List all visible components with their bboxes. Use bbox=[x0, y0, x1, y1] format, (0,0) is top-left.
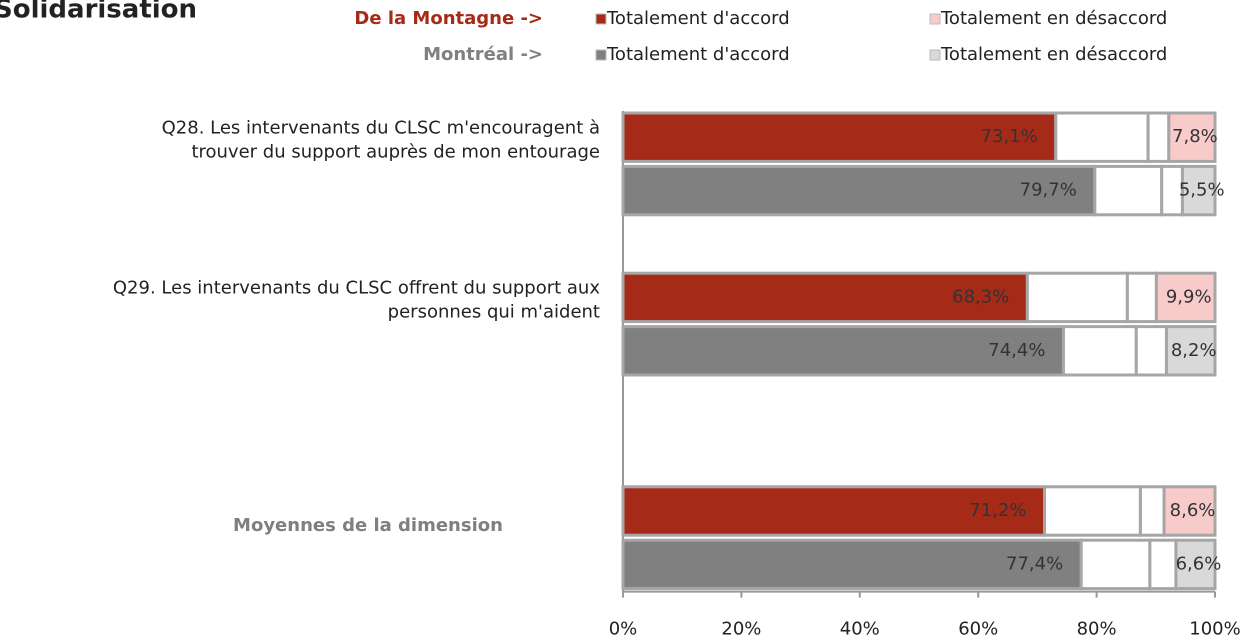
bar-segment bbox=[1079, 538, 1152, 591]
x-tick-label: 80% bbox=[1077, 619, 1117, 640]
category-label: Q28. Les intervenants du CLSC m'encourag… bbox=[162, 117, 600, 138]
x-tick-label: 20% bbox=[721, 619, 761, 640]
category-label: Moyennes de la dimension bbox=[233, 515, 503, 536]
legend-label: Totalement d'accord bbox=[606, 44, 790, 65]
bar-segment bbox=[621, 111, 1058, 163]
bar-segment bbox=[1093, 164, 1164, 217]
legend-group-label: De la Montagne -> bbox=[354, 8, 543, 29]
bar-segment bbox=[621, 325, 1065, 377]
bar-segment bbox=[621, 538, 1083, 591]
bar-segment bbox=[1134, 325, 1168, 377]
bar-segment bbox=[1146, 111, 1171, 163]
value-label: 8,6% bbox=[1170, 500, 1216, 521]
bar-segment bbox=[1162, 485, 1217, 537]
value-label: 8,2% bbox=[1171, 340, 1217, 361]
value-label: 7,8% bbox=[1172, 126, 1218, 147]
value-label: 77,4% bbox=[1006, 553, 1063, 574]
bar-segment bbox=[1167, 111, 1217, 163]
legend-swatch bbox=[929, 13, 941, 25]
bar-segment bbox=[1154, 271, 1217, 324]
category-label: trouver du support auprès de mon entoura… bbox=[191, 141, 600, 162]
bar-segment bbox=[621, 164, 1097, 217]
bar-segment bbox=[1180, 164, 1217, 217]
legend-swatch bbox=[929, 49, 941, 61]
bar-segment bbox=[1148, 538, 1178, 591]
legend-label: Totalement en désaccord bbox=[940, 44, 1167, 65]
bar-segment bbox=[1061, 325, 1138, 377]
bar-segment bbox=[1138, 485, 1166, 537]
value-label: 9,9% bbox=[1166, 286, 1212, 307]
value-label: 6,6% bbox=[1176, 553, 1222, 574]
legend-label: Totalement d'accord bbox=[606, 8, 790, 29]
category-label: Q29. Les intervenants du CLSC offrent du… bbox=[113, 278, 600, 299]
x-tick-label: 60% bbox=[958, 619, 998, 640]
legend-group-label: Montréal -> bbox=[423, 44, 543, 65]
x-tick-label: 100% bbox=[1189, 619, 1240, 640]
value-label: 73,1% bbox=[981, 126, 1038, 147]
x-tick-label: 40% bbox=[840, 619, 880, 640]
legend-swatch bbox=[595, 49, 607, 61]
value-label: 79,7% bbox=[1020, 180, 1077, 201]
value-label: 74,4% bbox=[988, 340, 1045, 361]
bar-segment bbox=[1043, 485, 1142, 537]
bar-segment bbox=[1054, 111, 1150, 163]
chart-title: Solidarisation bbox=[0, 0, 197, 25]
legend-swatch bbox=[595, 13, 607, 25]
bar-segment bbox=[1025, 271, 1129, 324]
bar-segment bbox=[1125, 271, 1158, 324]
bar-segment bbox=[1174, 538, 1217, 591]
x-tick-label: 0% bbox=[609, 619, 638, 640]
value-label: 68,3% bbox=[952, 286, 1009, 307]
bar-segment bbox=[1164, 325, 1217, 377]
legend-label: Totalement en désaccord bbox=[940, 8, 1167, 29]
value-label: 71,2% bbox=[969, 500, 1026, 521]
value-label: 5,5% bbox=[1179, 180, 1225, 201]
category-label: personnes qui m'aident bbox=[388, 302, 600, 323]
